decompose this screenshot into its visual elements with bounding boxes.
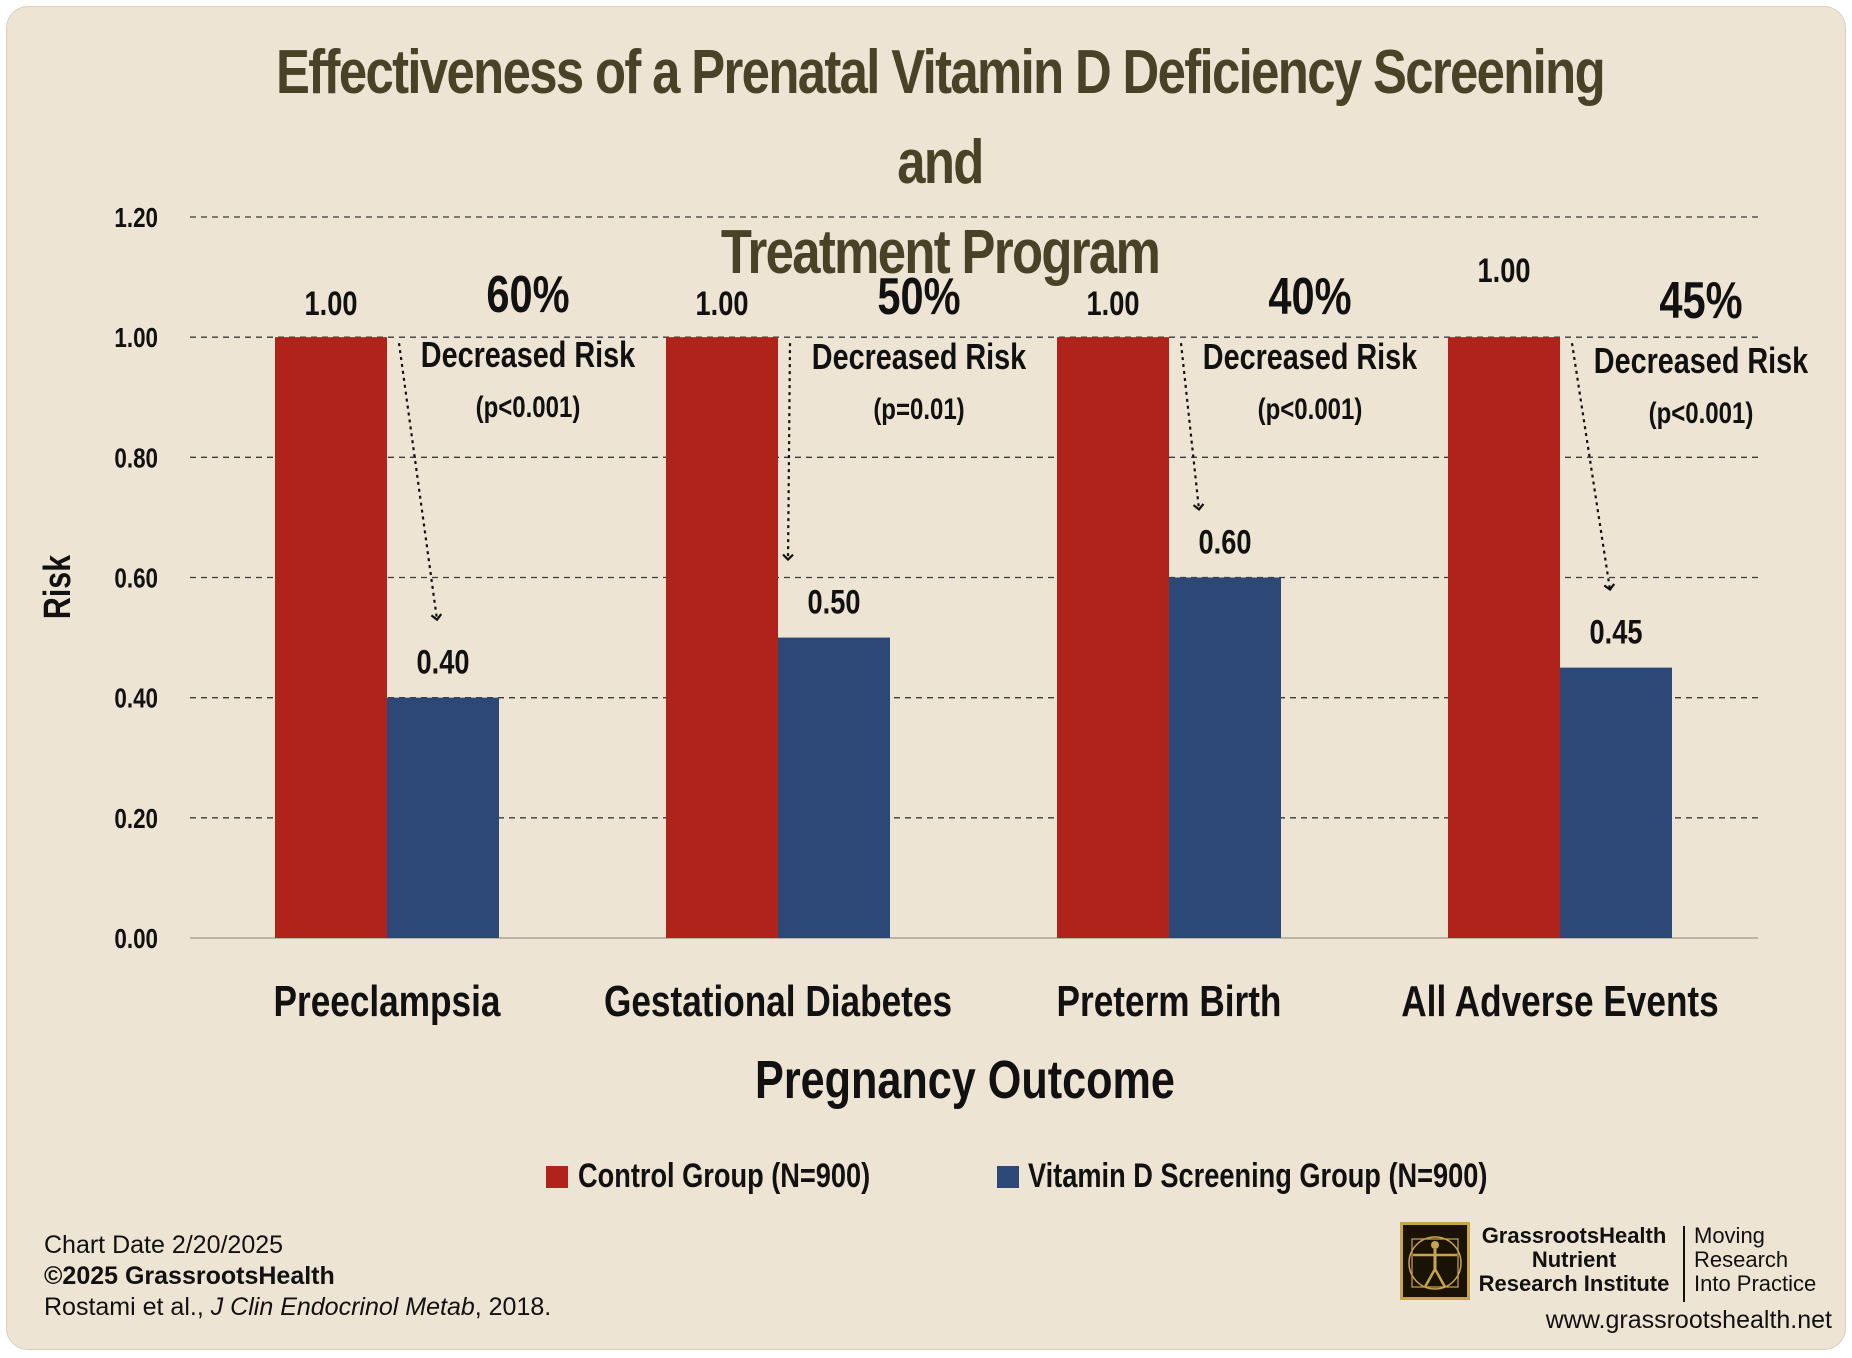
x-tick-label: Preeclampsia <box>274 977 502 1026</box>
annotation-percent: 45% <box>1659 271 1742 330</box>
legend-swatch-screening <box>997 1166 1019 1188</box>
logo-name: GrassrootsHealth Nutrient Research Insti… <box>1470 1224 1678 1296</box>
decrease-arrow <box>782 343 794 562</box>
bar-screening <box>778 637 890 938</box>
decrease-arrow <box>1179 343 1205 512</box>
x-axis-title: Pregnancy Outcome <box>755 1051 1175 1111</box>
annotation-text: Decreased Risk <box>1594 340 1809 381</box>
annotation-text: Decreased Risk <box>421 334 636 375</box>
bar-screening <box>1169 577 1281 938</box>
annotation-percent: 60% <box>486 265 569 324</box>
annotation-pvalue: (p<0.001) <box>476 389 581 423</box>
website-url: www.grassrootshealth.net <box>1545 1306 1832 1334</box>
decrease-arrow <box>397 343 443 622</box>
annotation-text: Decreased Risk <box>812 336 1027 377</box>
chart-footer: Chart Date 2/20/2025 ©2025 GrassrootsHea… <box>44 1230 551 1323</box>
annotation-text: Decreased Risk <box>1203 336 1418 377</box>
logo-name-line1: GrassrootsHealth <box>1481 1223 1667 1248</box>
logo-tag-line2: Research <box>1694 1247 1789 1272</box>
annotation-percent: 40% <box>1268 267 1351 326</box>
y-axis-title: Risk <box>37 554 79 619</box>
logo-name-line3: Research Institute <box>1478 1271 1670 1296</box>
vitruvian-logo-icon <box>1400 1222 1470 1300</box>
legend-label-screening: Vitamin D Screening Group (N=900) <box>1028 1156 1487 1195</box>
bar-control <box>666 337 778 939</box>
annotation-pvalue: (p=0.01) <box>873 391 964 425</box>
y-tick-label: 0.80 <box>114 443 158 474</box>
annotation-pvalue: (p<0.001) <box>1258 391 1363 425</box>
citation-year: , 2018. <box>474 1293 552 1321</box>
logo-tag-line3: Into Practice <box>1694 1271 1817 1296</box>
x-tick-label: Gestational Diabetes <box>604 977 952 1026</box>
logo-name-line2: Nutrient <box>1531 1247 1617 1272</box>
y-tick-label: 1.20 <box>114 203 158 234</box>
annotation-percent: 50% <box>877 267 960 326</box>
chart-date: Chart Date 2/20/2025 <box>44 1231 284 1259</box>
bar-screening <box>1560 667 1672 938</box>
x-tick-label: Preterm Birth <box>1057 977 1282 1026</box>
data-label-control: 1.00 <box>696 284 749 323</box>
y-tick-label: 1.00 <box>114 323 158 354</box>
bar-control <box>1448 337 1560 939</box>
chart-title: Effectiveness of a Prenatal Vitamin D De… <box>268 28 1613 298</box>
data-label-control: 1.00 <box>305 284 358 323</box>
logo-tagline: Moving Research Into Practice <box>1694 1224 1816 1296</box>
copyright: ©2025 GrassrootsHealth <box>44 1262 335 1290</box>
y-tick-label: 0.60 <box>114 563 158 594</box>
logo-divider <box>1683 1226 1685 1302</box>
y-tick-label: 0.40 <box>114 683 158 714</box>
bar-control <box>1057 337 1169 939</box>
citation-authors: Rostami et al., <box>44 1293 211 1321</box>
data-label-control: 1.00 <box>1478 251 1531 290</box>
data-label-screening: 0.60 <box>1199 523 1252 562</box>
bar-control <box>275 337 387 939</box>
annotation-pvalue: (p<0.001) <box>1649 395 1754 429</box>
data-label-screening: 0.50 <box>808 583 861 622</box>
legend-swatch-control <box>546 1166 568 1188</box>
data-label-screening: 0.40 <box>417 643 470 682</box>
chart-title-line1: Effectiveness of a Prenatal Vitamin D De… <box>275 38 1606 197</box>
y-tick-label: 0.00 <box>114 924 158 955</box>
logo-tag-line1: Moving <box>1694 1223 1765 1248</box>
y-tick-label: 0.20 <box>114 804 158 835</box>
x-tick-label: All Adverse Events <box>1401 977 1718 1026</box>
citation-journal: J Clin Endocrinol Metab <box>210 1293 475 1321</box>
data-label-control: 1.00 <box>1087 284 1140 323</box>
chart-title-line2: Treatment Program <box>720 218 1161 287</box>
data-label-screening: 0.45 <box>1590 613 1643 652</box>
bar-screening <box>387 697 499 938</box>
citation: Rostami et al., J Clin Endocrinol Metab,… <box>44 1292 551 1323</box>
legend-label-control: Control Group (N=900) <box>578 1156 870 1195</box>
